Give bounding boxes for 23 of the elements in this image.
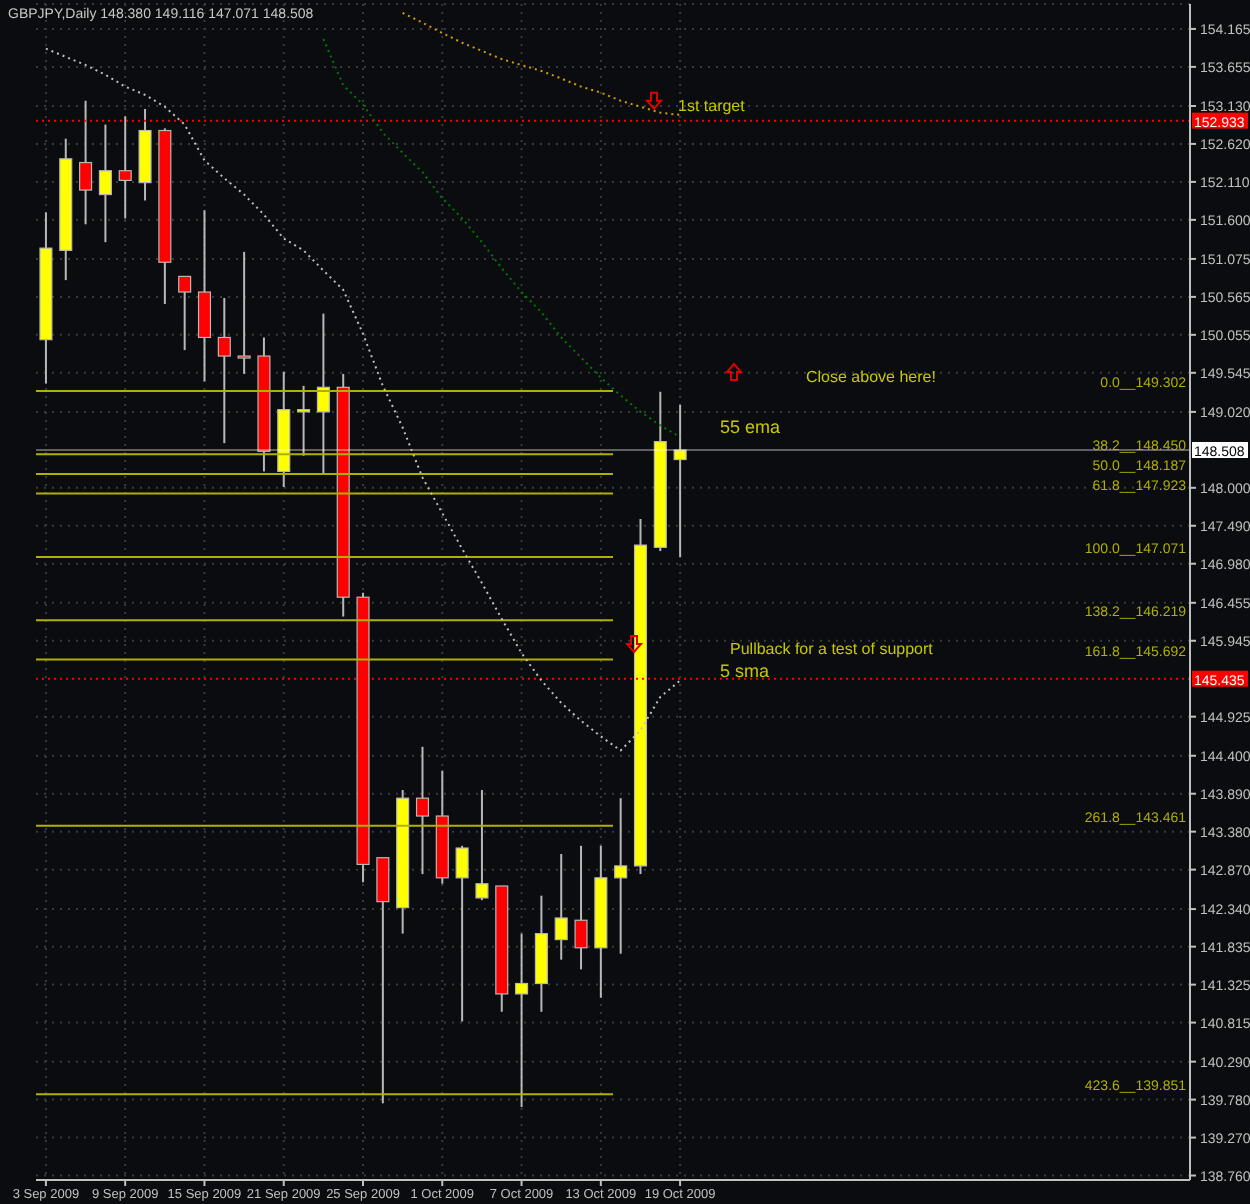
candlestick — [415, 745, 430, 876]
candlestick — [554, 852, 568, 961]
text: 5 sma — [720, 660, 770, 681]
candlestick — [673, 403, 687, 558]
candlestick — [574, 844, 588, 971]
text: Pullback for a test of support — [730, 640, 935, 658]
candlestick — [515, 932, 529, 1109]
annotation: 1st target — [678, 96, 747, 115]
line-series — [322, 37, 682, 439]
candlestick — [98, 123, 112, 244]
candlestick — [614, 797, 628, 955]
line-series — [401, 11, 682, 116]
candlestick — [178, 275, 192, 352]
candlestick — [217, 297, 231, 445]
candlestick — [197, 209, 212, 383]
candlestick — [297, 384, 311, 457]
candlestick — [237, 250, 251, 375]
candlestick — [316, 312, 330, 475]
candlestick — [455, 844, 469, 1023]
candlestick — [376, 856, 390, 1105]
text: 55 ema — [720, 417, 781, 438]
candlestick — [475, 788, 489, 902]
text: Close above here! — [806, 368, 936, 386]
